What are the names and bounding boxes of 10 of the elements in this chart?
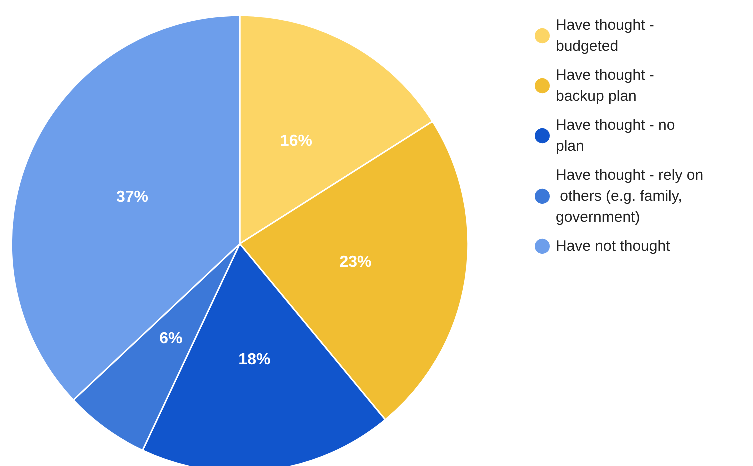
data-label: 18% — [238, 352, 271, 369]
data-label: 16% — [280, 132, 312, 150]
legend-label: Have thought - rely on others (e.g. family, government) — [556, 167, 704, 226]
data-label: 37% — [116, 188, 148, 206]
legend-label: Have thought - backup plan — [556, 67, 659, 105]
data-label: 23% — [340, 254, 372, 271]
legend-label: Have thought - no plan — [556, 117, 680, 155]
data-label: 6% — [160, 330, 183, 348]
legend-label: Have thought - budgeted — [556, 17, 659, 55]
legend-label: Have not thought — [556, 238, 672, 255]
